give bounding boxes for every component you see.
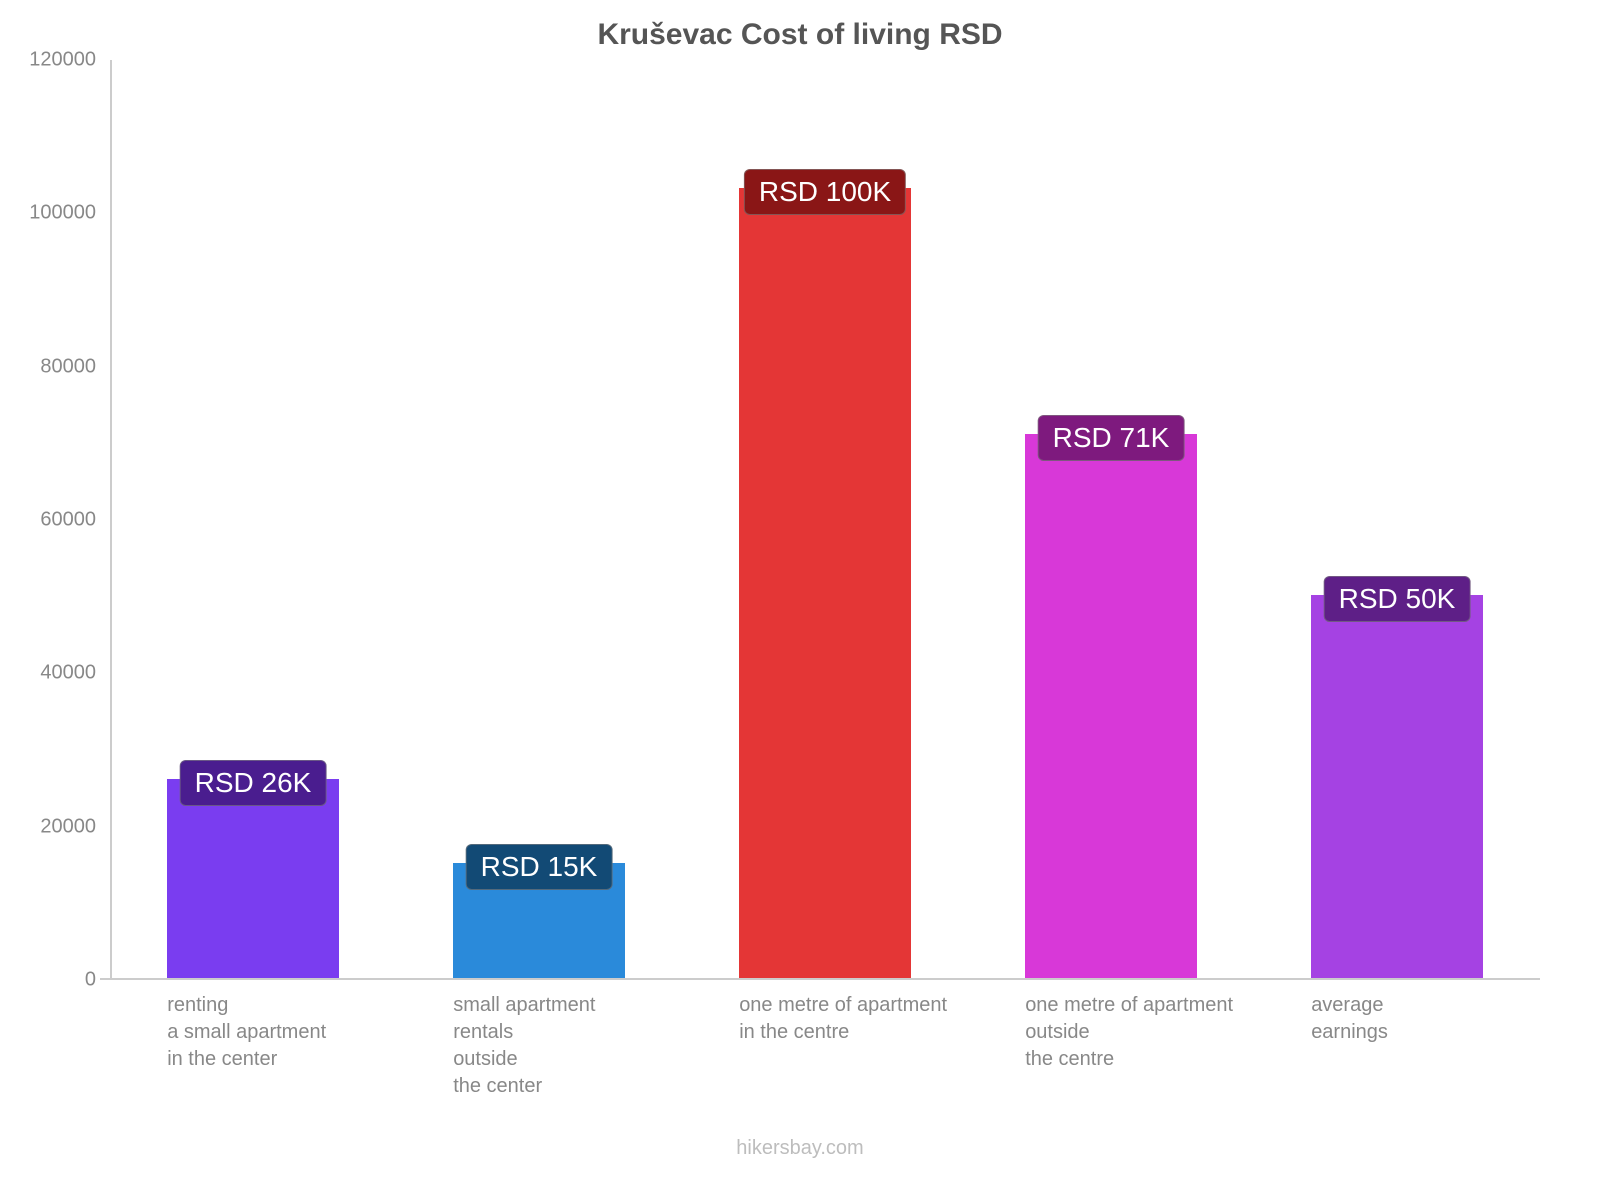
bar-value-label: RSD 15K xyxy=(466,844,613,890)
bar xyxy=(1025,434,1197,978)
chart-title: Kruševac Cost of living RSD xyxy=(0,18,1600,52)
x-category-label: renting a small apartment in the center xyxy=(167,992,453,1073)
x-category-label: one metre of apartment outside the centr… xyxy=(1025,992,1311,1073)
chart-container: Kruševac Cost of living RSD 020000400006… xyxy=(0,0,1600,1200)
y-tick-label: 40000 xyxy=(40,662,96,685)
y-tick-label: 120000 xyxy=(29,49,96,72)
y-tick-label: 100000 xyxy=(29,202,96,225)
bar xyxy=(167,779,339,978)
x-category-label: one metre of apartment in the centre xyxy=(739,992,1025,1046)
x-category-label: small apartment rentals outside the cent… xyxy=(453,992,739,1100)
bar xyxy=(739,188,911,978)
x-category-label: average earnings xyxy=(1311,992,1597,1046)
bar-value-label: RSD 100K xyxy=(744,169,906,215)
bar-value-label: RSD 26K xyxy=(180,760,327,806)
bar-value-label: RSD 50K xyxy=(1324,576,1471,622)
bar xyxy=(1311,595,1483,978)
y-tick-label: 0 xyxy=(85,969,96,992)
y-tick-label: 80000 xyxy=(40,355,96,378)
y-tick-label: 20000 xyxy=(40,815,96,838)
y-axis xyxy=(110,60,112,980)
x-axis xyxy=(100,978,1540,980)
footer-credit: hikersbay.com xyxy=(0,1137,1600,1160)
bar-value-label: RSD 71K xyxy=(1038,415,1185,461)
y-tick-label: 60000 xyxy=(40,509,96,532)
plot-area: 020000400006000080000100000120000RSD 26K… xyxy=(110,60,1540,980)
